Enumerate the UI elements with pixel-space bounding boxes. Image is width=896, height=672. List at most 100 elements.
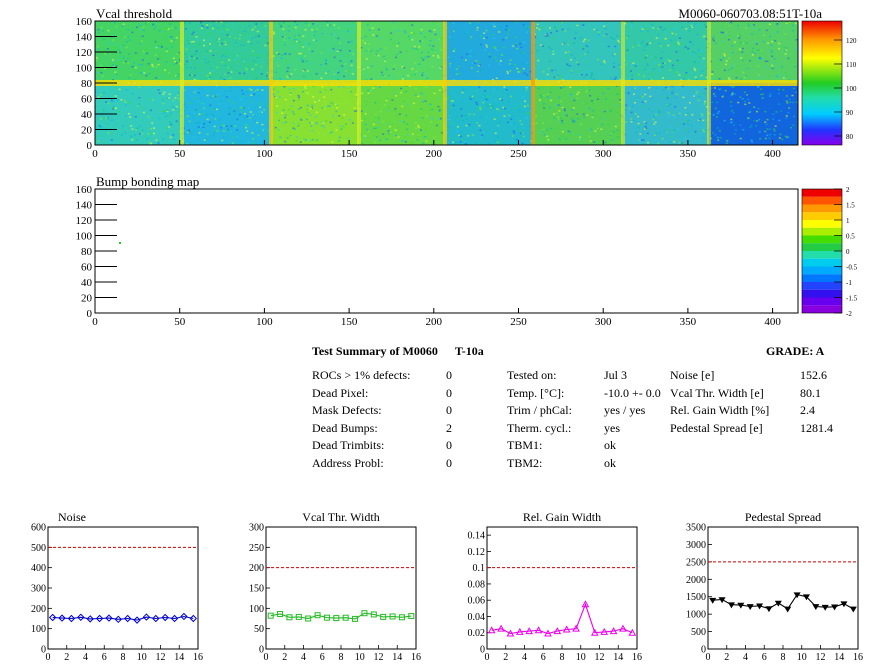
pixel-speck <box>206 94 209 97</box>
pixel-speck <box>203 107 206 109</box>
pixel-speck <box>306 118 308 121</box>
pixel-speck <box>176 53 179 55</box>
data-point <box>152 614 160 623</box>
pixel-speck <box>685 76 688 78</box>
pixel-speck <box>541 100 544 103</box>
pixel-speck <box>437 55 439 57</box>
pixel-speck <box>723 119 726 122</box>
pixel-speck <box>526 23 529 26</box>
pixel-speck <box>254 71 257 74</box>
pixel-speck <box>782 77 785 79</box>
pixel-speck <box>261 22 264 25</box>
data-point <box>333 615 340 622</box>
pixel-speck <box>345 123 347 125</box>
y-tick-label: 0 <box>41 645 46 656</box>
pixel-speck <box>641 105 644 108</box>
pixel-speck <box>712 78 715 80</box>
pixel-speck <box>458 134 460 137</box>
pixel-speck <box>548 97 551 99</box>
pixel-speck <box>242 93 245 95</box>
pixel-speck <box>144 48 147 50</box>
pixel-speck <box>150 134 153 136</box>
pixel-speck <box>658 43 661 45</box>
pixel-speck <box>423 36 426 38</box>
pixel-speck <box>379 48 382 50</box>
pixel-speck <box>679 32 682 35</box>
pixel-speck <box>400 87 403 90</box>
pixel-speck <box>634 102 637 104</box>
data-point <box>534 626 543 634</box>
pixel-speck <box>726 140 729 142</box>
pixel-speck <box>428 30 431 32</box>
pixel-speck <box>187 43 190 45</box>
pixel-speck <box>278 96 281 98</box>
roc-block <box>623 21 709 83</box>
pixel-speck <box>154 115 157 117</box>
pixel-speck <box>688 137 691 140</box>
x-tick-label: 0 <box>92 148 98 160</box>
pixel-speck <box>322 125 325 127</box>
pixel-speck <box>639 139 642 142</box>
pixel-speck <box>482 131 485 134</box>
pixel-speck <box>473 90 476 92</box>
pixel-speck <box>154 54 157 56</box>
pixel-speck <box>284 59 287 61</box>
pixel-speck <box>737 24 739 27</box>
pixel-speck <box>780 110 783 112</box>
pixel-speck <box>102 109 105 111</box>
pixel-speck <box>278 119 280 122</box>
pixel-speck <box>766 128 769 130</box>
pixel-speck <box>377 121 380 123</box>
pixel-speck <box>639 133 642 135</box>
pixel-speck <box>731 109 734 112</box>
pixel-speck <box>420 108 423 110</box>
pixel-speck <box>146 137 149 140</box>
pixel-speck <box>300 52 302 55</box>
x-tick-label: 350 <box>680 316 697 328</box>
pixel-speck <box>115 65 118 67</box>
pixel-speck <box>248 124 251 127</box>
pixel-speck <box>691 44 694 46</box>
pixel-speck <box>309 114 312 116</box>
pixel-speck <box>197 87 200 90</box>
pixel-speck <box>214 131 217 133</box>
data-point <box>737 602 745 609</box>
pixel-speck <box>177 92 180 94</box>
pixel-speck <box>770 49 773 52</box>
pixel-speck <box>308 43 311 45</box>
pixel-speck <box>250 94 253 96</box>
pixel-speck <box>522 135 525 138</box>
pixel-speck <box>154 46 157 48</box>
pixel-speck <box>446 98 449 100</box>
pixel-speck <box>380 71 383 74</box>
pixel-speck <box>240 98 243 101</box>
pixel-speck <box>173 63 176 65</box>
pixel-speck <box>393 110 396 112</box>
pixel-speck <box>266 78 269 80</box>
pixel-speck <box>792 87 795 90</box>
pixel-speck <box>299 141 302 143</box>
pixel-speck <box>684 120 687 122</box>
pixel-speck <box>166 133 169 135</box>
x-tick-label: 100 <box>256 148 273 160</box>
pixel-speck <box>374 54 376 56</box>
pixel-speck <box>100 118 102 120</box>
pixel-speck <box>549 60 552 63</box>
pixel-speck <box>336 107 339 109</box>
pixel-speck <box>310 73 312 75</box>
pixel-speck <box>495 88 498 90</box>
pixel-speck <box>534 44 537 47</box>
pixel-speck <box>700 105 703 107</box>
pixel-speck <box>596 29 598 31</box>
pixel-speck <box>730 118 733 121</box>
roc-block <box>359 83 445 145</box>
pixel-speck <box>191 33 194 35</box>
pixel-speck <box>566 63 569 65</box>
pixel-speck <box>251 28 254 31</box>
pixel-speck <box>494 132 497 134</box>
pixel-speck <box>507 32 510 35</box>
pixel-speck <box>573 119 576 121</box>
pixel-speck <box>327 71 330 73</box>
pixel-speck <box>233 109 236 111</box>
pixel-speck <box>717 110 720 113</box>
